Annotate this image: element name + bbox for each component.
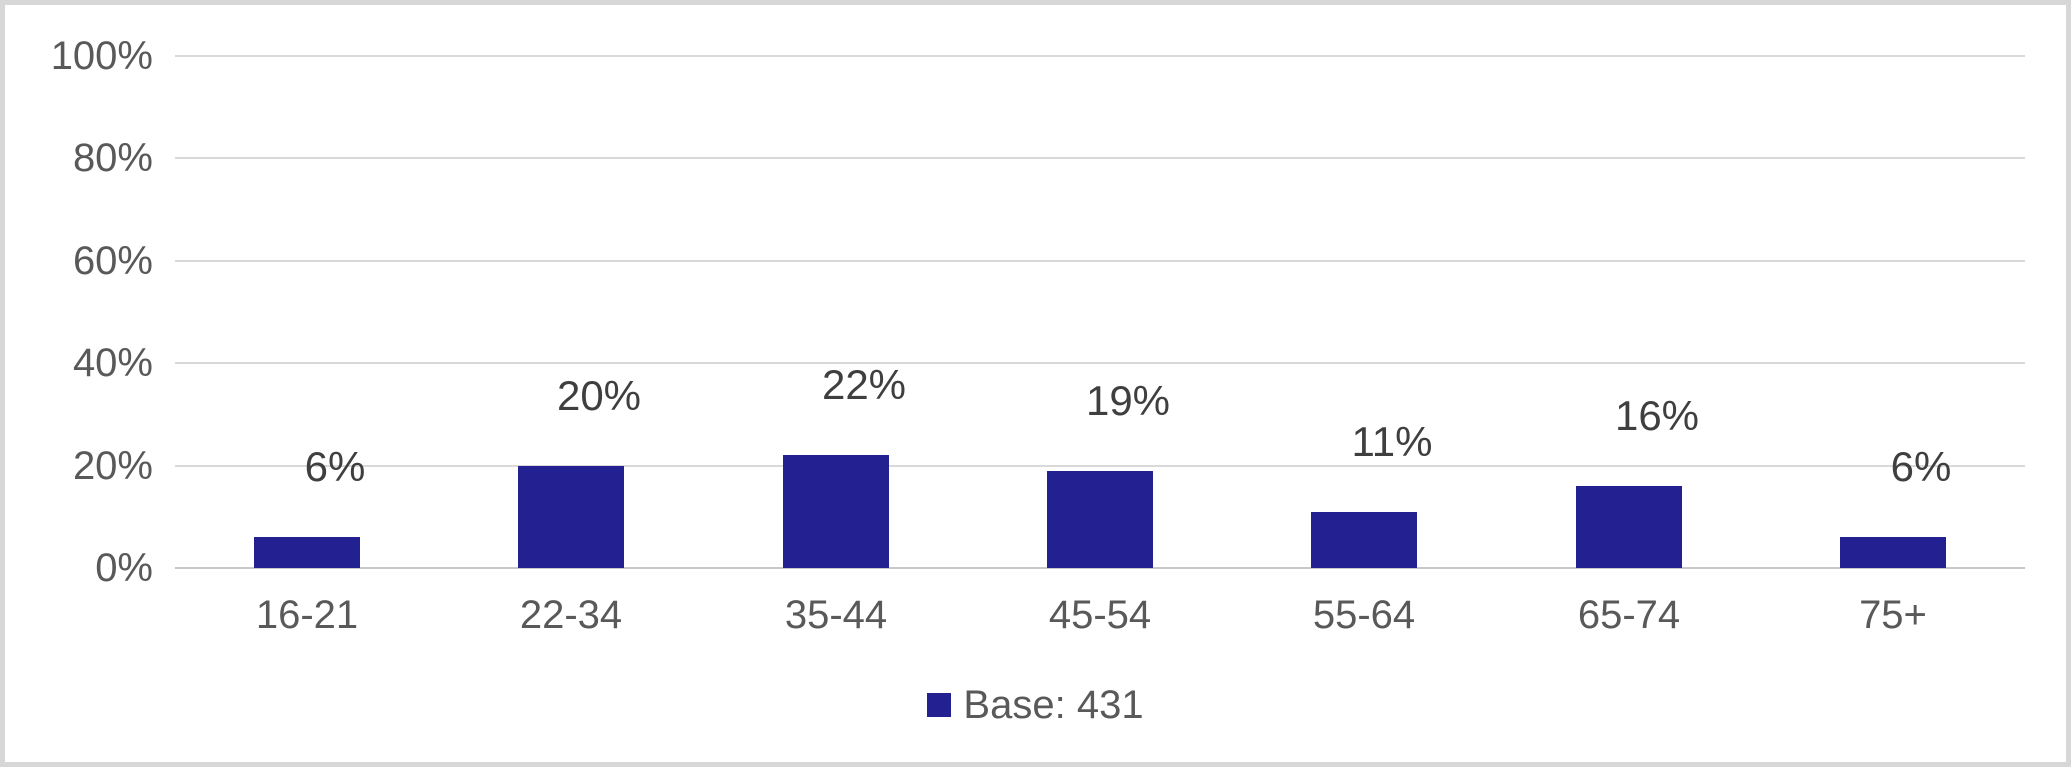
bar-35-44 [783, 455, 889, 568]
y-tick-label: 40% [72, 341, 153, 385]
bar-16-21 [254, 537, 360, 568]
data-label: 20% [556, 372, 642, 419]
legend-label: Base: 431 [963, 682, 1144, 727]
legend-swatch-icon [927, 693, 952, 717]
data-label: 22% [821, 361, 907, 408]
y-tick-label: 0% [95, 546, 153, 590]
gridline [175, 157, 2025, 159]
gridline [175, 465, 2025, 467]
bar-45-54 [1047, 471, 1153, 568]
gridline [175, 260, 2025, 262]
bar-75+ [1840, 537, 1946, 568]
x-tick-label: 75+ [1859, 593, 1927, 637]
y-tick-label: 80% [72, 136, 153, 180]
bar-22-34 [518, 466, 624, 568]
y-tick-label: 60% [72, 239, 153, 283]
x-tick-label: 22-34 [519, 593, 623, 637]
data-label: 11% [1351, 418, 1433, 465]
y-tick-label: 100% [50, 34, 153, 78]
x-tick-label: 45-54 [1048, 593, 1152, 637]
x-tick-label: 16-21 [255, 593, 359, 637]
data-label: 6% [304, 443, 366, 490]
data-label: 6% [1890, 443, 1952, 490]
legend: Base: 431 [5, 681, 2066, 729]
bar-65-74 [1576, 486, 1682, 568]
x-tick-label: 65-74 [1577, 593, 1681, 637]
gridline [175, 55, 2025, 57]
x-axis-line [175, 567, 2025, 569]
x-tick-label: 55-64 [1312, 593, 1416, 637]
data-label: 19% [1085, 377, 1171, 424]
y-tick-label: 20% [72, 444, 153, 488]
x-tick-label: 35-44 [784, 593, 888, 637]
plot-area: 6% 20% 22% 19% 11% 16% 6% [175, 55, 2025, 569]
bar-55-64 [1311, 512, 1417, 568]
gridline [175, 362, 2025, 364]
data-label: 16% [1614, 392, 1700, 439]
